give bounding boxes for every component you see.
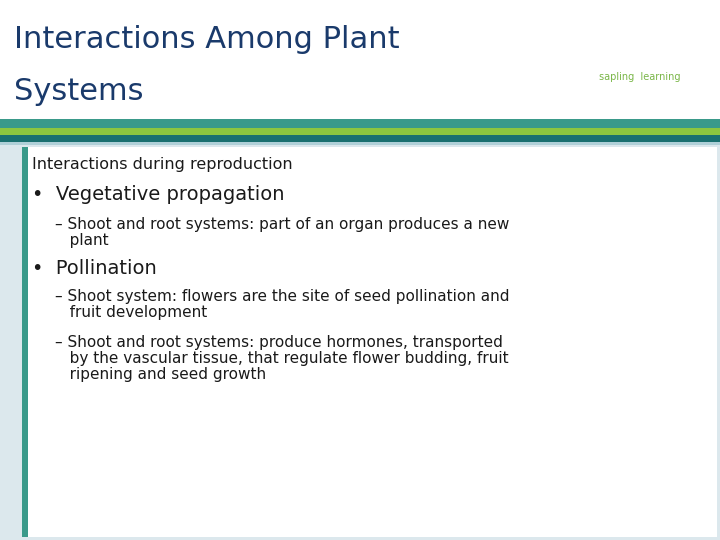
- Text: •  Vegetative propagation: • Vegetative propagation: [32, 186, 284, 205]
- Text: Interactions Among Plant: Interactions Among Plant: [14, 25, 400, 55]
- Bar: [0, 119, 720, 128]
- Bar: [0, 135, 720, 142]
- Text: sapling  learning: sapling learning: [599, 72, 680, 82]
- Text: plant: plant: [55, 233, 109, 247]
- Text: – Shoot and root systems: produce hormones, transported: – Shoot and root systems: produce hormon…: [55, 334, 503, 349]
- Text: fruit development: fruit development: [55, 305, 207, 320]
- Bar: [22, 147, 717, 537]
- Text: by the vascular tissue, that regulate flower budding, fruit: by the vascular tissue, that regulate fl…: [55, 350, 508, 366]
- Bar: [0, 0, 720, 115]
- Text: Interactions during reproduction: Interactions during reproduction: [32, 158, 292, 172]
- Text: Systems: Systems: [14, 78, 143, 106]
- Bar: [0, 142, 720, 145]
- Text: ripening and seed growth: ripening and seed growth: [55, 367, 266, 381]
- Bar: [22, 147, 28, 537]
- Text: – Shoot and root systems: part of an organ produces a new: – Shoot and root systems: part of an org…: [55, 217, 509, 232]
- Text: •  Pollination: • Pollination: [32, 259, 157, 278]
- Bar: [0, 128, 720, 135]
- Text: – Shoot system: flowers are the site of seed pollination and: – Shoot system: flowers are the site of …: [55, 288, 510, 303]
- Bar: [0, 145, 720, 540]
